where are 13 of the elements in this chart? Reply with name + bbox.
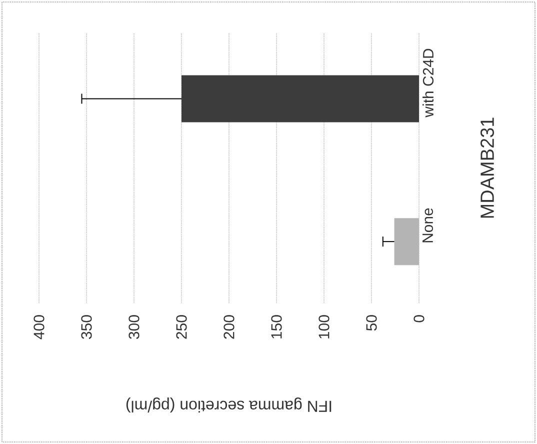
x-tick-label: 250 — [176, 315, 187, 339]
x-tick-label: 150 — [271, 315, 282, 338]
x-tick-label: 0 — [414, 315, 424, 322]
x-tick-label: 100 — [318, 315, 330, 338]
x-tick-label: 350 — [81, 315, 92, 339]
y-tick-label: None — [422, 208, 433, 242]
x-tick-label: 50 — [366, 315, 377, 331]
x-tick-label: 400 — [34, 315, 44, 340]
x-tick-label: 300 — [128, 315, 140, 339]
y-tick-label: with C24D — [422, 48, 434, 118]
x-tick-label: 200 — [224, 315, 234, 339]
y-axis-title: MDAMB231 — [480, 118, 494, 218]
x-axis-title: IFN gamma secretion (pg/ml) — [126, 398, 332, 412]
